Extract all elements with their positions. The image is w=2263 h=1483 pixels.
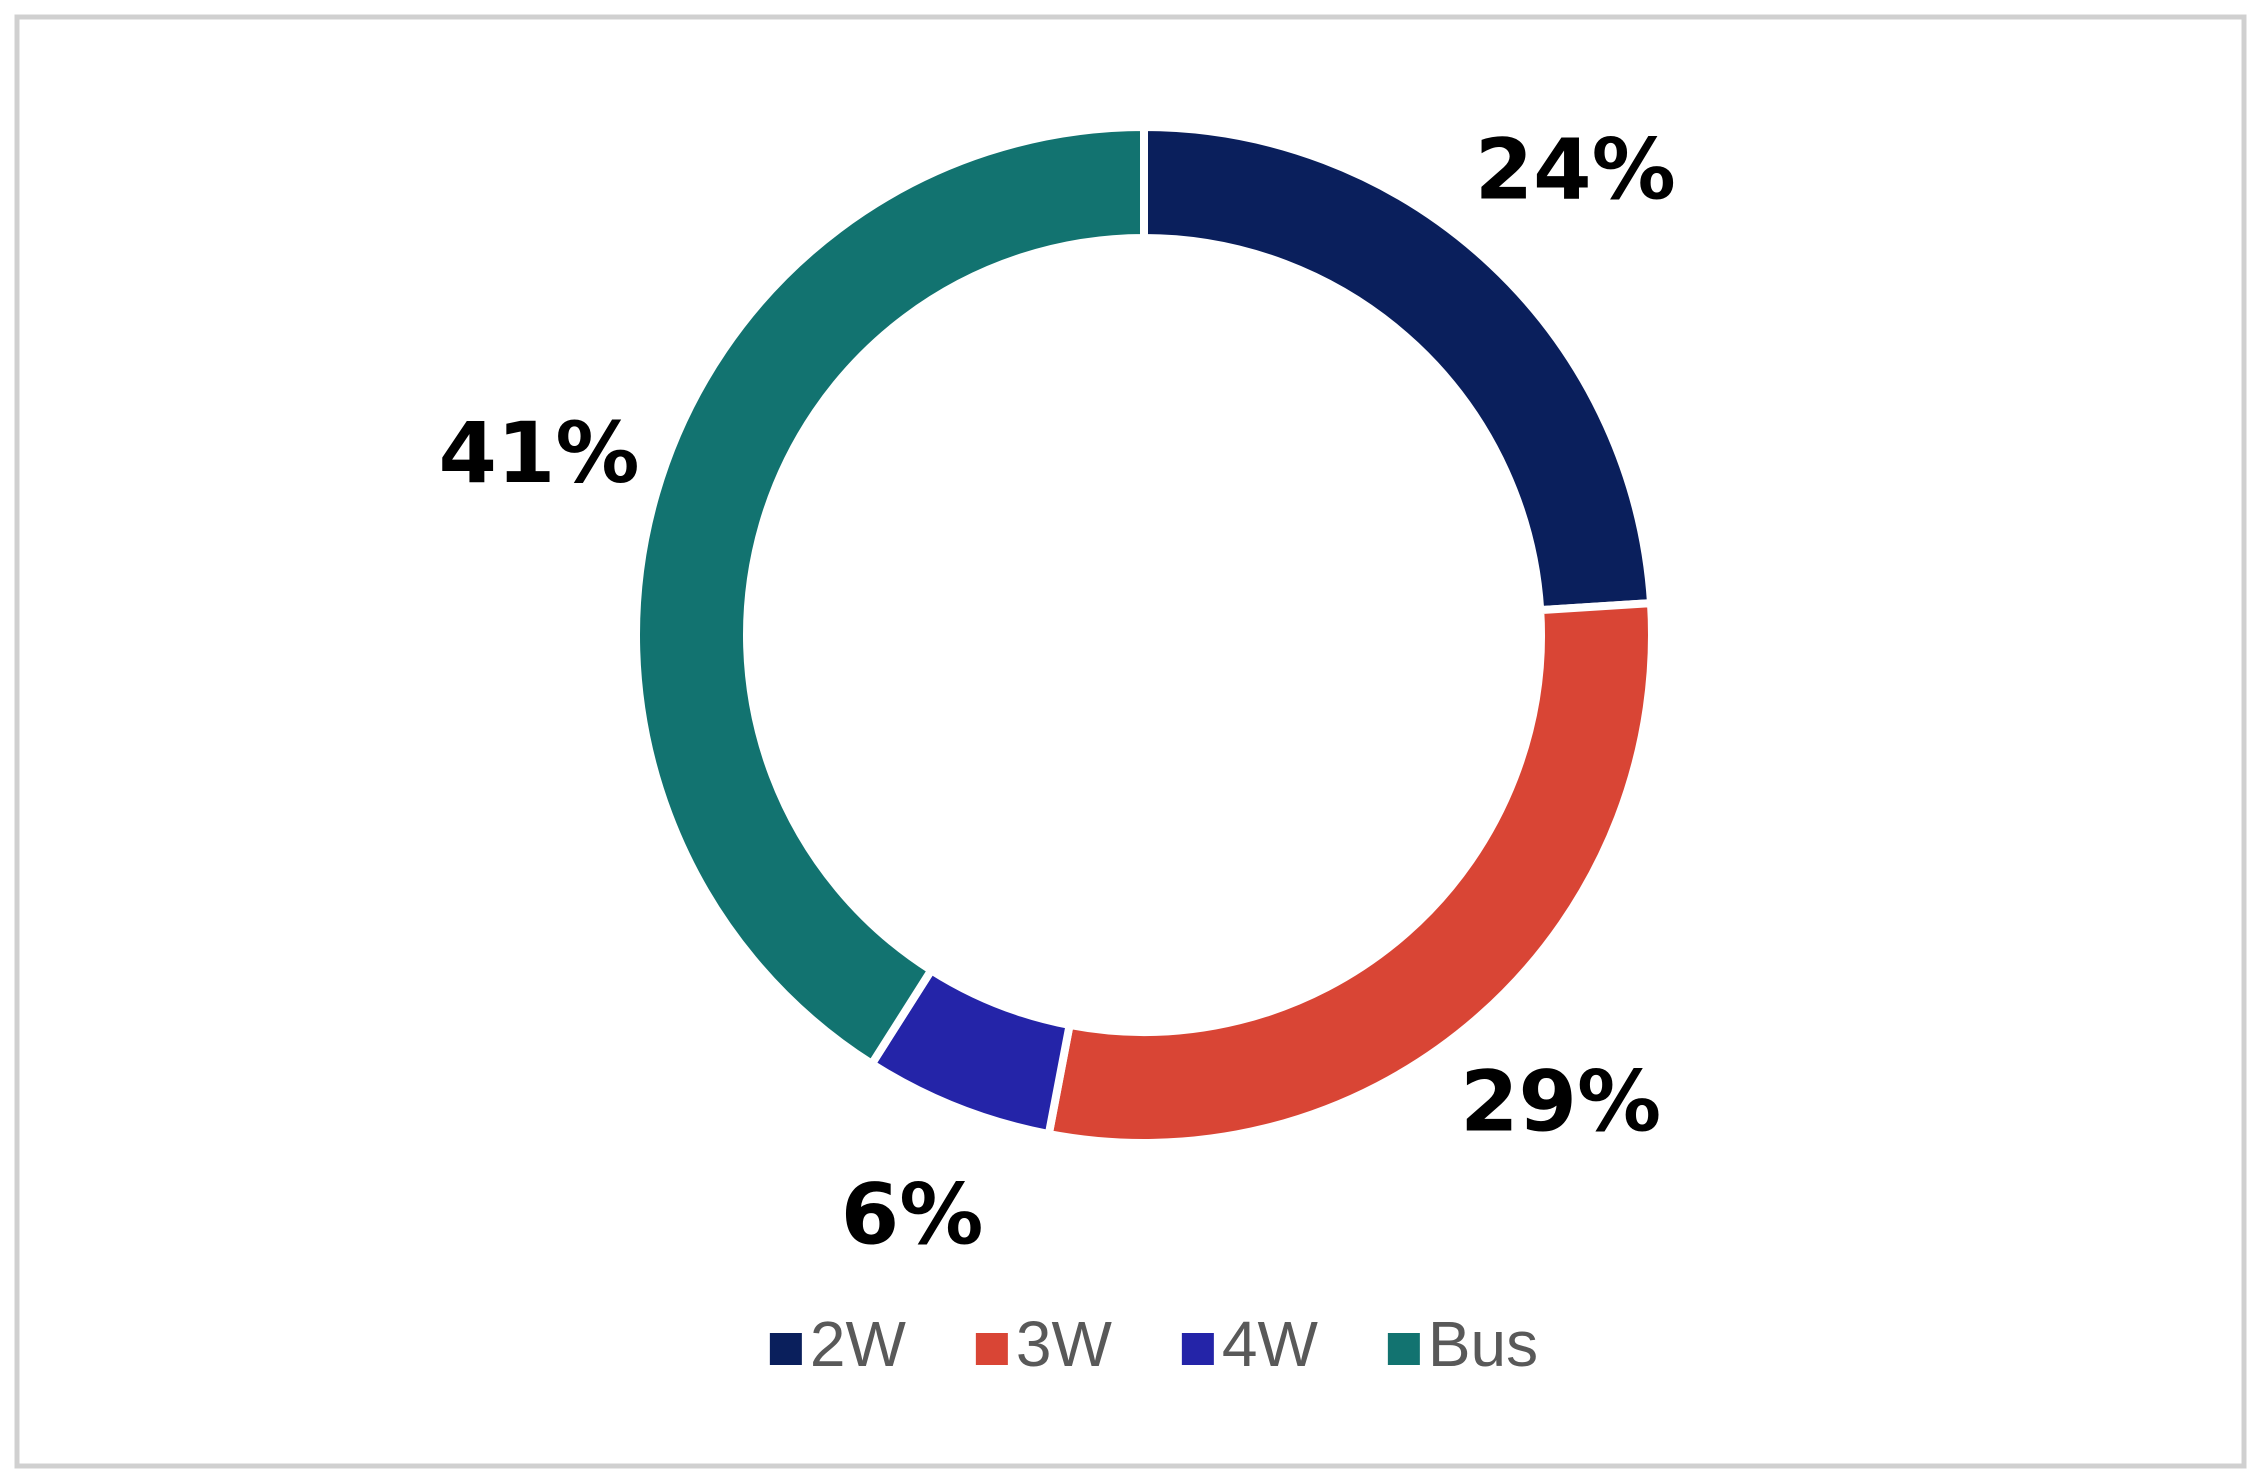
donut-segment: [1044, 598, 1656, 1147]
donut-segment: [632, 122, 1148, 1070]
chart-border: [14, 14, 2247, 1469]
value-label: 41%: [438, 404, 639, 502]
legend-label: Bus: [1428, 1308, 1538, 1380]
value-label: 6%: [841, 1166, 984, 1264]
legend-swatch: [769, 1333, 802, 1365]
legend-label: 3W: [1016, 1308, 1113, 1380]
value-label: 29%: [1460, 1053, 1661, 1151]
legend-swatch: [1181, 1333, 1214, 1365]
legend-swatch: [975, 1333, 1008, 1365]
legend-swatch: [1387, 1333, 1420, 1365]
legend-label: 4W: [1222, 1308, 1319, 1380]
legend-label: 2W: [810, 1308, 907, 1380]
value-label: 24%: [1475, 121, 1676, 219]
legend: 2W 3W 4W Bus: [769, 1308, 1538, 1380]
